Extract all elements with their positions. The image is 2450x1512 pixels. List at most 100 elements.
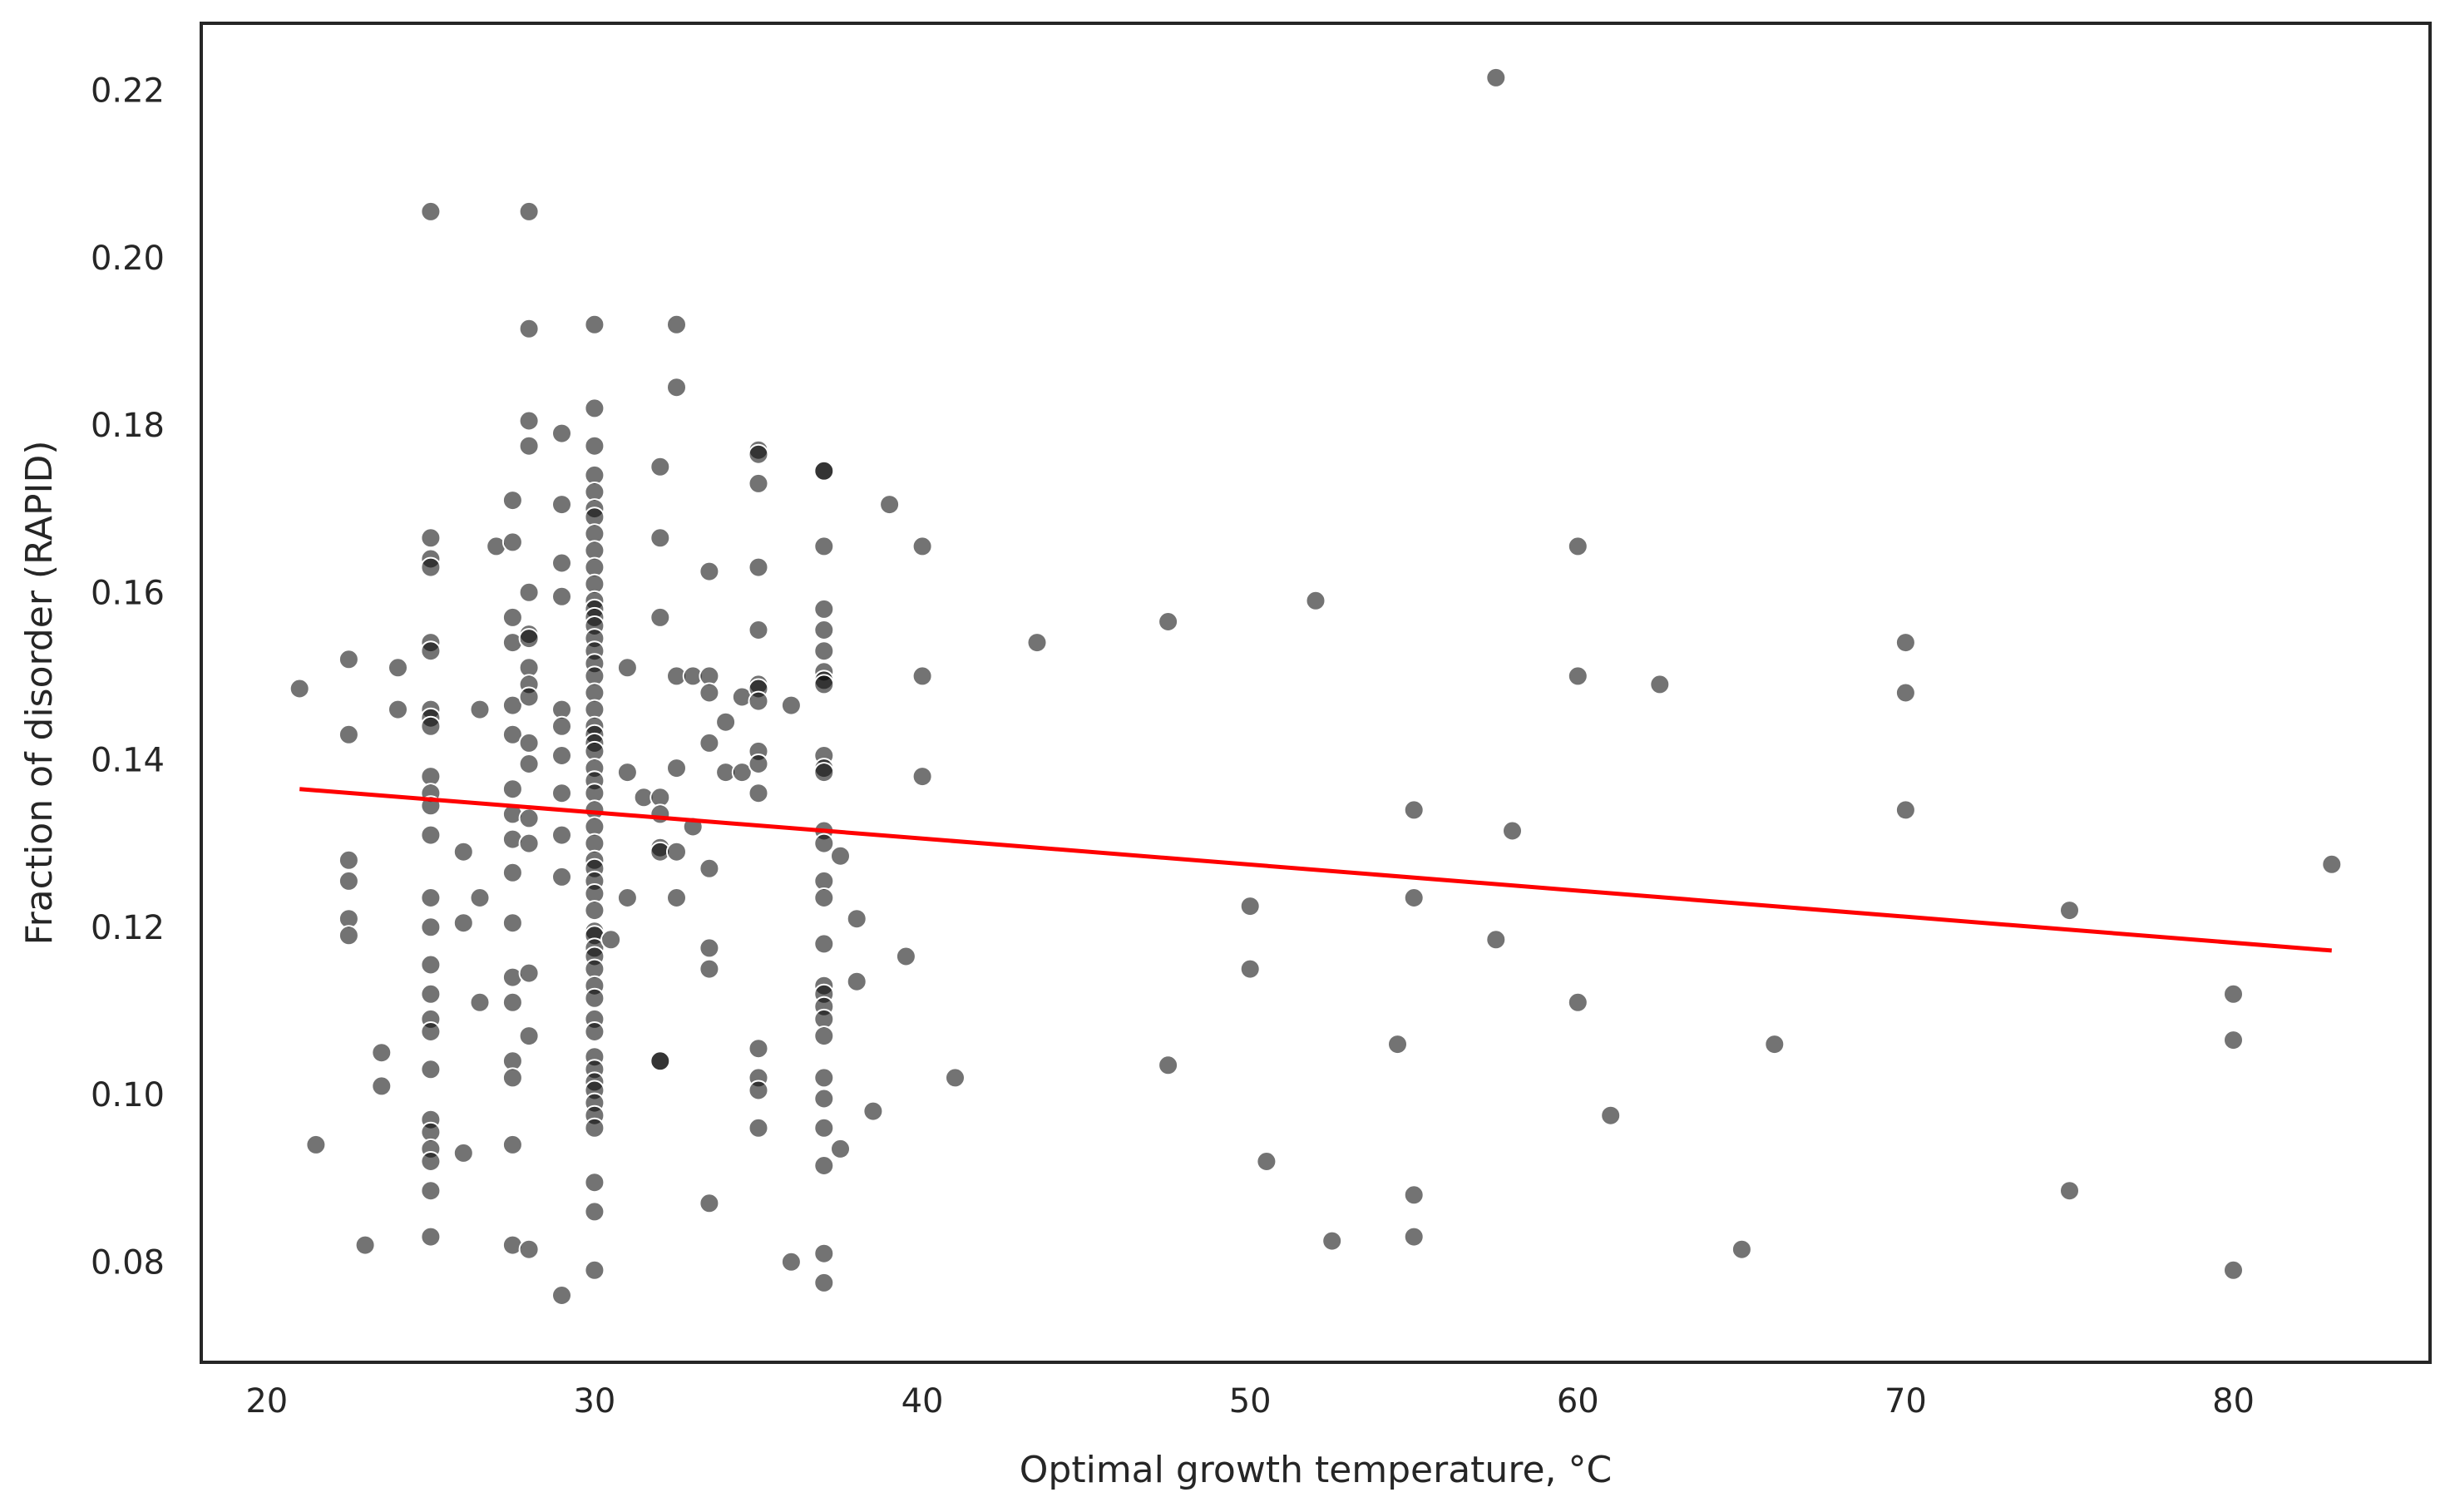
data-point (666, 314, 687, 335)
data-point (650, 456, 671, 477)
data-point (846, 971, 867, 992)
data-point (469, 699, 491, 720)
data-point (666, 377, 687, 398)
data-point (600, 929, 622, 951)
data-point (551, 783, 572, 804)
regression-line (299, 787, 2332, 953)
data-point (813, 460, 835, 482)
data-point (813, 536, 835, 557)
data-point (2223, 983, 2244, 1005)
data-point (846, 908, 867, 930)
x-tick-label: 60 (1557, 1382, 1599, 1421)
data-point (551, 422, 572, 444)
data-point (551, 1285, 572, 1306)
data-point (748, 783, 769, 804)
y-tick-label: 0.18 (91, 407, 165, 445)
data-point (616, 657, 638, 679)
data-point (518, 808, 540, 829)
data-point (518, 410, 540, 432)
data-point (338, 724, 359, 745)
data-point (911, 766, 933, 788)
data-point (748, 443, 769, 465)
data-point (371, 1075, 393, 1097)
data-point (584, 314, 605, 335)
data-point (420, 200, 442, 222)
data-point (650, 527, 671, 549)
data-point (813, 1088, 835, 1109)
data-point (501, 531, 523, 553)
data-point (748, 690, 769, 712)
data-point (518, 833, 540, 854)
data-point (501, 912, 523, 934)
data-point (699, 732, 720, 754)
data-point (699, 857, 720, 879)
x-tick-label: 20 (245, 1382, 288, 1421)
plot-frame (200, 22, 2432, 1364)
data-point (388, 657, 408, 679)
y-tick-label: 0.16 (91, 574, 165, 612)
y-axis-ticks: 0.08 0.10 0.12 0.14 0.16 0.18 0.20 0.22 (91, 72, 165, 1282)
data-point (813, 640, 835, 662)
data-point (813, 1067, 835, 1089)
data-point (338, 849, 359, 871)
data-point (813, 1117, 835, 1139)
data-point (1567, 991, 1588, 1013)
data-point (518, 754, 540, 774)
data-point (501, 490, 523, 511)
data-point (420, 887, 442, 908)
data-point (911, 536, 933, 557)
data-point (469, 991, 491, 1013)
data-point (813, 1272, 835, 1293)
data-point (501, 862, 523, 883)
data-point (584, 1201, 605, 1223)
data-point (1403, 799, 1425, 821)
data-point (748, 754, 769, 774)
y-tick-label: 0.10 (91, 1076, 165, 1114)
data-point (420, 1180, 442, 1202)
data-point (1649, 674, 1671, 695)
data-point (501, 778, 523, 800)
data-point (354, 1234, 376, 1256)
data-point (699, 937, 720, 959)
data-point (862, 1100, 884, 1122)
data-point (501, 694, 523, 716)
data-point (879, 494, 901, 516)
data-point (584, 435, 605, 457)
data-point (1894, 682, 1916, 704)
data-point (748, 620, 769, 640)
data-point (748, 472, 769, 494)
data-point (420, 1151, 442, 1172)
data-point (518, 318, 540, 339)
x-tick-label: 40 (901, 1382, 944, 1421)
data-point (813, 598, 835, 620)
data-point (1764, 1034, 1786, 1055)
data-point (518, 435, 540, 457)
data-point (305, 1134, 327, 1155)
data-point (2321, 853, 2343, 875)
data-point (584, 987, 605, 1009)
data-point (650, 606, 671, 628)
data-point (518, 581, 540, 603)
data-point (616, 887, 638, 908)
data-point (420, 954, 442, 976)
data-point (420, 917, 442, 938)
data-point (501, 724, 523, 745)
data-point (2059, 900, 2080, 922)
data-point (420, 983, 442, 1005)
data-point (584, 1117, 605, 1139)
data-point (1600, 1104, 1622, 1126)
data-point (551, 552, 572, 574)
data-point (1485, 929, 1507, 951)
data-point (452, 841, 474, 862)
x-tick-label: 30 (573, 1382, 615, 1421)
data-point (420, 556, 442, 578)
data-point (1731, 1238, 1752, 1260)
data-point (1894, 799, 1916, 821)
data-point (338, 870, 359, 892)
x-tick-label: 70 (1884, 1382, 1927, 1421)
data-point (813, 887, 835, 908)
y-tick-label: 0.12 (91, 909, 165, 947)
data-point (911, 665, 933, 687)
